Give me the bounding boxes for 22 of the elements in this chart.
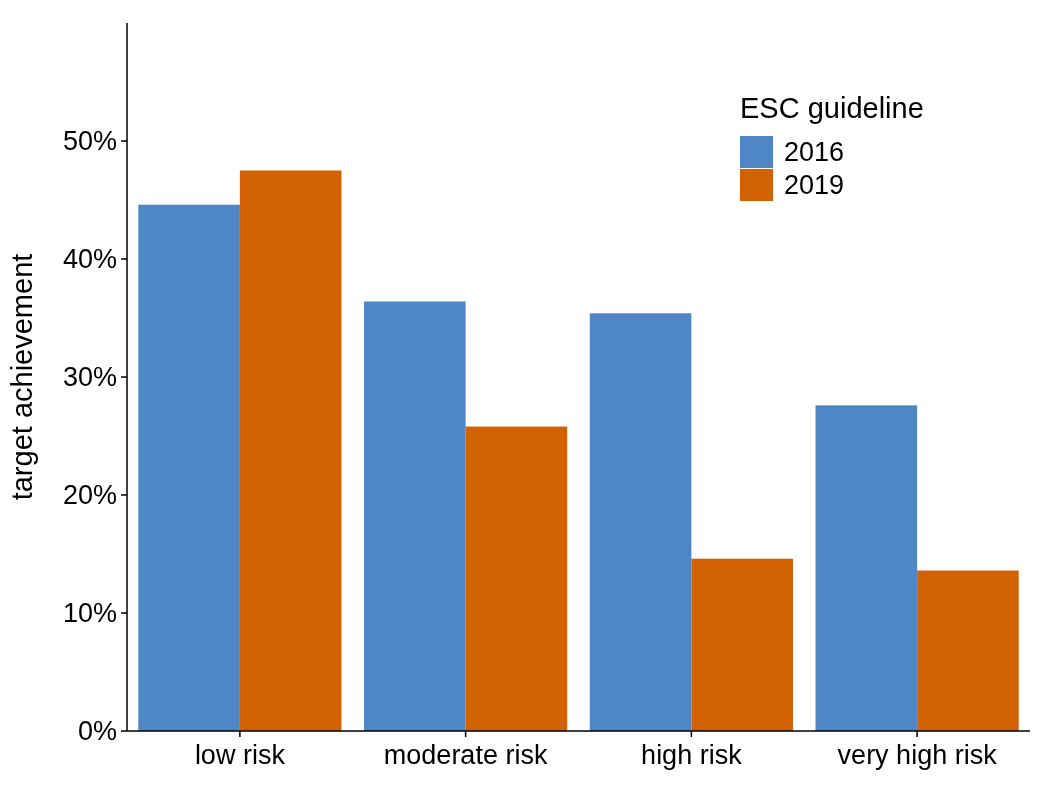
- bar: [589, 313, 692, 731]
- bar: [239, 170, 342, 731]
- y-tick-label: 40%: [62, 244, 117, 275]
- y-axis-title: target achievement: [6, 253, 38, 501]
- bar: [815, 405, 918, 731]
- y-tick-label: 30%: [62, 362, 117, 393]
- y-tick-label: 10%: [62, 598, 117, 629]
- x-tick-label: low risk: [194, 740, 286, 770]
- bar: [691, 558, 793, 731]
- y-tick-label: 0%: [77, 716, 117, 747]
- x-tick-label: very high risk: [837, 740, 998, 770]
- bar: [465, 426, 568, 731]
- bar: [364, 301, 466, 731]
- bar: [917, 570, 1019, 731]
- legend-label: 2016: [784, 137, 845, 168]
- x-tick-label: high risk: [641, 740, 743, 770]
- x-tick-label: moderate risk: [383, 740, 548, 770]
- legend-title: ESC guideline: [740, 92, 924, 124]
- y-tick-label: 50%: [62, 126, 117, 157]
- bar: [138, 204, 240, 731]
- legend-label: 2019: [784, 170, 845, 201]
- y-tick-label: 20%: [62, 480, 117, 511]
